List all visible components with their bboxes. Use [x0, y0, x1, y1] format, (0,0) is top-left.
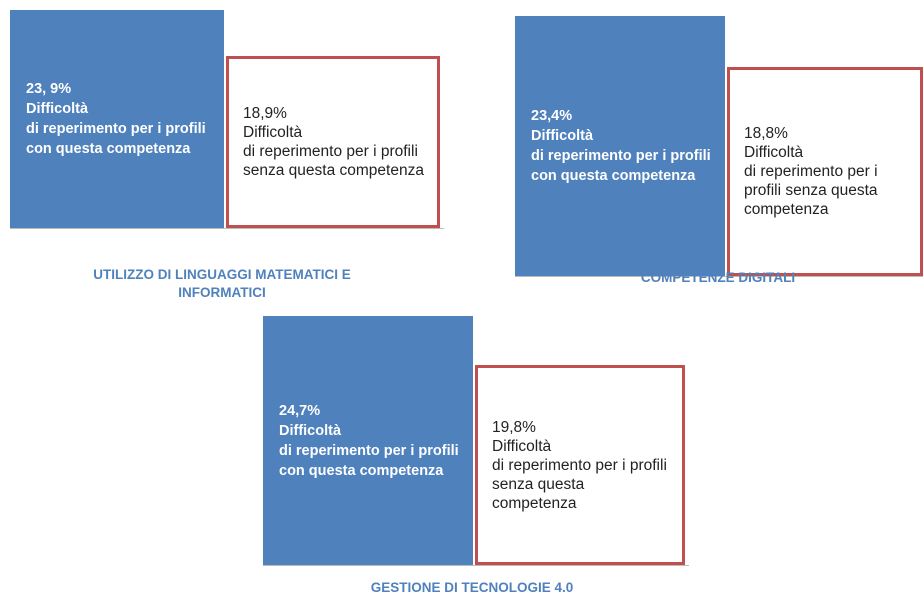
bar-label: Difficoltà di reperimento per i profili … [279, 422, 459, 479]
bar: 18,8% Difficoltà di reperimento per i pro… [727, 67, 923, 276]
bar-label: Difficoltà di reperimento per i profili … [243, 123, 424, 179]
bar-label: Difficoltà di reperimento per i profili … [531, 128, 711, 184]
bar: 18,9% Difficoltà di reperimento per i pro… [226, 55, 440, 228]
bar-label: Difficoltà di reperimento per i profili … [26, 101, 206, 157]
value-label: 23, 9% [26, 81, 72, 97]
value-label: 19,8% [492, 418, 536, 436]
bar: 19,8% Difficoltà di reperimento per i pro… [475, 365, 685, 565]
bar: 23, 9% Difficoltà di reperimento per i pr… [10, 10, 224, 228]
bar-label: Difficoltà di reperimento per i profili … [744, 144, 878, 219]
chart-title: UTILIZZO DI LINGUAGGI MATEMATICI E INFOR… [93, 267, 351, 300]
bar: 23,4% Difficoltà di reperimento per i pro… [515, 16, 725, 276]
value-label: 18,8% [744, 125, 788, 143]
value-label: 24,7% [279, 402, 321, 419]
value-label: 18,9% [243, 104, 287, 122]
bar-label: Difficoltà di reperimento per i profili … [492, 437, 667, 512]
chart-title: COMPETENZE DIGITALI [640, 270, 796, 285]
value-label: 23,4% [531, 108, 573, 124]
baseline [515, 276, 923, 277]
bar: 24,7% Difficoltà di reperimento per i pro… [263, 316, 473, 565]
chart-title: GESTIONE DI TECNOLOGIE 4.0 [370, 580, 574, 595]
baseline [10, 228, 444, 229]
baseline [263, 565, 689, 566]
